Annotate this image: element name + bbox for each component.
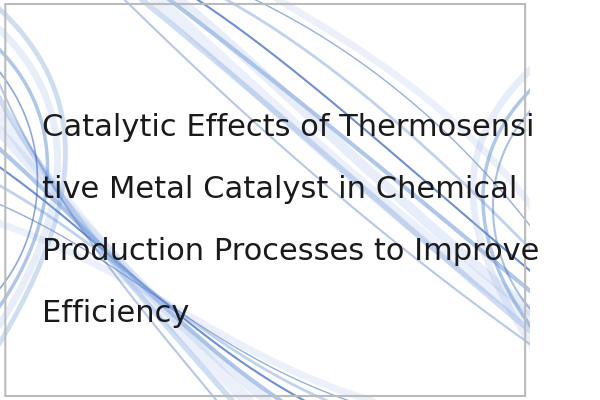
Text: tive Metal Catalyst in Chemical: tive Metal Catalyst in Chemical	[43, 176, 518, 204]
Text: Production Processes to Improve: Production Processes to Improve	[43, 238, 540, 266]
Text: Catalytic Effects of Thermosensi: Catalytic Effects of Thermosensi	[43, 114, 535, 142]
Text: Efficiency: Efficiency	[43, 300, 190, 328]
